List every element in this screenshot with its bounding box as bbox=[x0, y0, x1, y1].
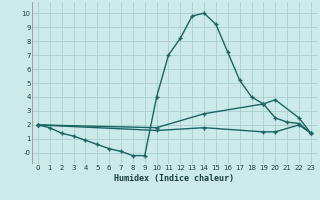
X-axis label: Humidex (Indice chaleur): Humidex (Indice chaleur) bbox=[115, 174, 234, 183]
